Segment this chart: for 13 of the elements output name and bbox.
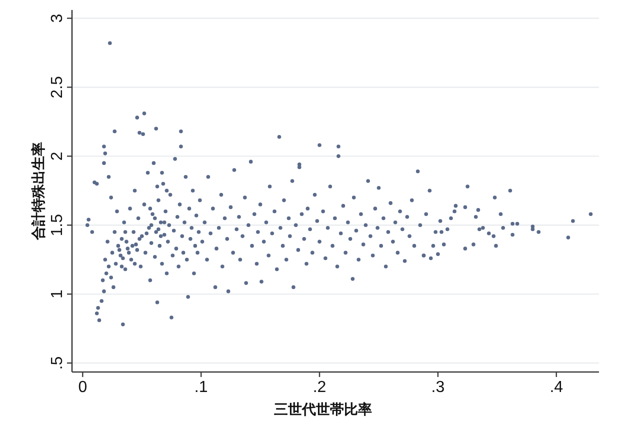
y-tick-label: 3 (49, 14, 66, 23)
y-tick-label: .5 (49, 356, 66, 370)
x-tick-label: .1 (194, 379, 208, 396)
x-tick-label: .3 (431, 379, 445, 396)
x-tick-label: .2 (312, 379, 326, 396)
y-tick-label: 2.5 (49, 76, 66, 98)
y-tick-label: 2 (49, 152, 66, 161)
y-tick-label: 1.5 (49, 214, 66, 236)
x-tick-label: .4 (550, 379, 564, 396)
y-axis-title: 合計特殊出生率 (30, 142, 46, 241)
y-tick-label: 1 (49, 290, 66, 299)
x-tick-label: 0 (78, 379, 88, 396)
x-axis-title: 三世代世帯比率 (274, 401, 372, 417)
